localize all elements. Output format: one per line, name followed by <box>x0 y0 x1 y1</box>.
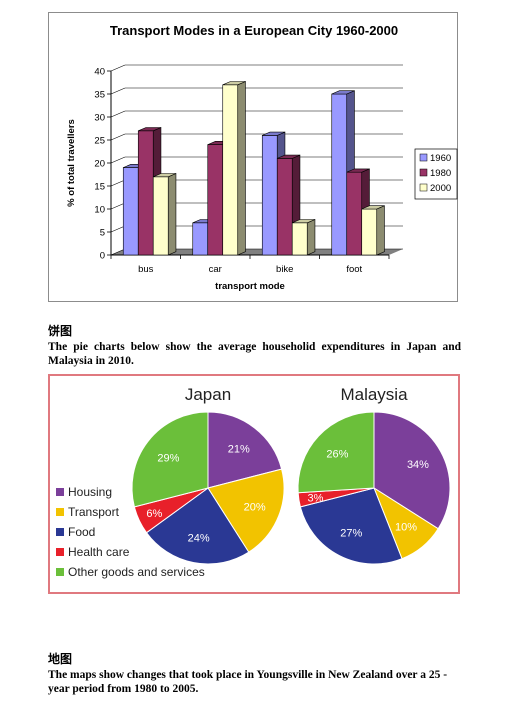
bar <box>361 205 385 256</box>
bar-top <box>331 90 355 95</box>
bar-front <box>192 222 209 256</box>
gridline-diagonal <box>110 202 126 210</box>
y-tick-label: 25 <box>94 136 105 147</box>
pie-data-label: 26% <box>326 449 348 461</box>
legend-label: Housing <box>68 485 112 499</box>
pie-slice <box>145 487 250 565</box>
y-tick-label: 0 <box>100 251 105 262</box>
pie-data-label: 21% <box>228 443 250 455</box>
bar-front <box>261 135 278 256</box>
bar <box>152 173 177 256</box>
bar-front <box>207 144 224 256</box>
pie-section-heading: 饼图 <box>48 324 73 338</box>
y-tick-label: 20 <box>94 159 105 170</box>
legend-label: Health care <box>68 545 130 559</box>
y-tick-label: 35 <box>94 90 105 101</box>
pie-slice <box>299 487 403 565</box>
legend-swatch <box>56 548 64 556</box>
y-tick-label: 15 <box>94 182 105 193</box>
legend-swatch <box>56 528 64 536</box>
bar-top <box>277 154 301 159</box>
pie-chart-panel: Japan 21% 20% 24% 6% 29% Malaysia 34% 10% 27% 3% 26… <box>48 374 460 594</box>
bar-top <box>222 81 246 86</box>
gridline-diagonal <box>110 133 126 141</box>
x-axis-label: transport mode <box>215 281 285 292</box>
gridline-diagonal <box>110 179 126 187</box>
map-section-heading: 地图 <box>48 652 73 666</box>
chart-title: Transport Modes in a European City 1960-… <box>110 23 398 38</box>
gridline-diagonal <box>110 87 126 95</box>
pie-title: Japan <box>185 385 231 404</box>
bar-front <box>122 167 139 256</box>
x-tick-label: car <box>209 264 222 275</box>
pie-charts: Japan 21% 20% 24% 6% 29% Malaysia 34% 10% 27% 3% 26… <box>56 385 451 579</box>
y-tick-label: 30 <box>94 113 105 124</box>
legend: 1960 1980 2000 <box>414 148 458 200</box>
gridline-diagonal <box>110 64 126 72</box>
pie-slice <box>297 411 375 494</box>
legend-label: Other goods and services <box>68 565 205 579</box>
pie-legend: Housing Transport Food Health care Other goo… <box>56 485 205 579</box>
y-axis-label: % of total travellers <box>66 119 77 207</box>
bar-front <box>331 93 348 256</box>
bar-front <box>152 176 169 256</box>
bar <box>222 81 246 256</box>
pie-title: Malaysia <box>340 385 408 404</box>
bar-front <box>346 171 363 256</box>
pie-data-label: 27% <box>340 528 362 540</box>
legend-swatch <box>419 153 428 162</box>
pie-data-label: 10% <box>395 522 417 534</box>
gridline-diagonal <box>110 110 126 118</box>
bar-front <box>291 222 308 256</box>
y-tick-label: 5 <box>100 228 105 239</box>
bar-chart: Transport Modes in a European City 1960-… <box>66 23 458 292</box>
pie-data-label: 24% <box>188 532 210 544</box>
chart-floor <box>111 249 403 255</box>
gridline-diagonal <box>110 225 126 233</box>
pie-intro-paragraph: The pie charts below show the average ho… <box>48 341 461 367</box>
legend-label: Transport <box>68 505 120 519</box>
x-tick-label: bus <box>138 264 154 275</box>
pie-data-label: 3% <box>307 492 323 504</box>
bar-front <box>361 208 378 256</box>
pie-slice <box>207 411 283 489</box>
bar-top <box>361 205 385 210</box>
bar-side <box>237 81 246 256</box>
gridline-diagonal <box>110 156 126 164</box>
bar-chart-panel: Transport Modes in a European City 1960-… <box>48 12 458 302</box>
bar-front <box>222 84 239 256</box>
legend-swatch <box>56 568 64 576</box>
x-tick-label: foot <box>346 264 362 275</box>
pie-data-label: 34% <box>407 459 429 471</box>
pie-data-label: 6% <box>146 508 162 520</box>
pie-slice <box>207 468 285 553</box>
bar-top <box>292 219 316 224</box>
bar-side <box>167 173 177 256</box>
legend-swatch <box>56 508 64 516</box>
bar-top <box>346 168 370 173</box>
bar-side <box>306 219 316 256</box>
bar-side <box>376 205 385 256</box>
legend-swatch <box>56 488 64 496</box>
legend-label: Food <box>68 525 95 539</box>
legend-swatch <box>419 183 428 192</box>
gridline-diagonal <box>110 248 126 256</box>
map-intro-paragraph: The maps show changes that took place in… <box>48 669 448 695</box>
bar-front <box>137 130 154 256</box>
bar <box>291 219 316 256</box>
pie-data-label: 29% <box>157 452 179 464</box>
x-tick-label: bike <box>276 264 293 275</box>
bar-top <box>138 127 162 132</box>
legend-label: 1960 <box>430 153 451 164</box>
pie-slice <box>131 411 209 508</box>
bar-top <box>262 131 286 136</box>
legend-label: 2000 <box>430 183 451 194</box>
y-tick-label: 40 <box>94 67 105 78</box>
bar-front <box>276 158 293 256</box>
legend-label: 1980 <box>430 168 451 179</box>
y-tick-label: 10 <box>94 205 105 216</box>
bar-top <box>153 173 177 178</box>
pie-data-label: 20% <box>244 501 266 513</box>
legend-swatch <box>419 168 428 177</box>
